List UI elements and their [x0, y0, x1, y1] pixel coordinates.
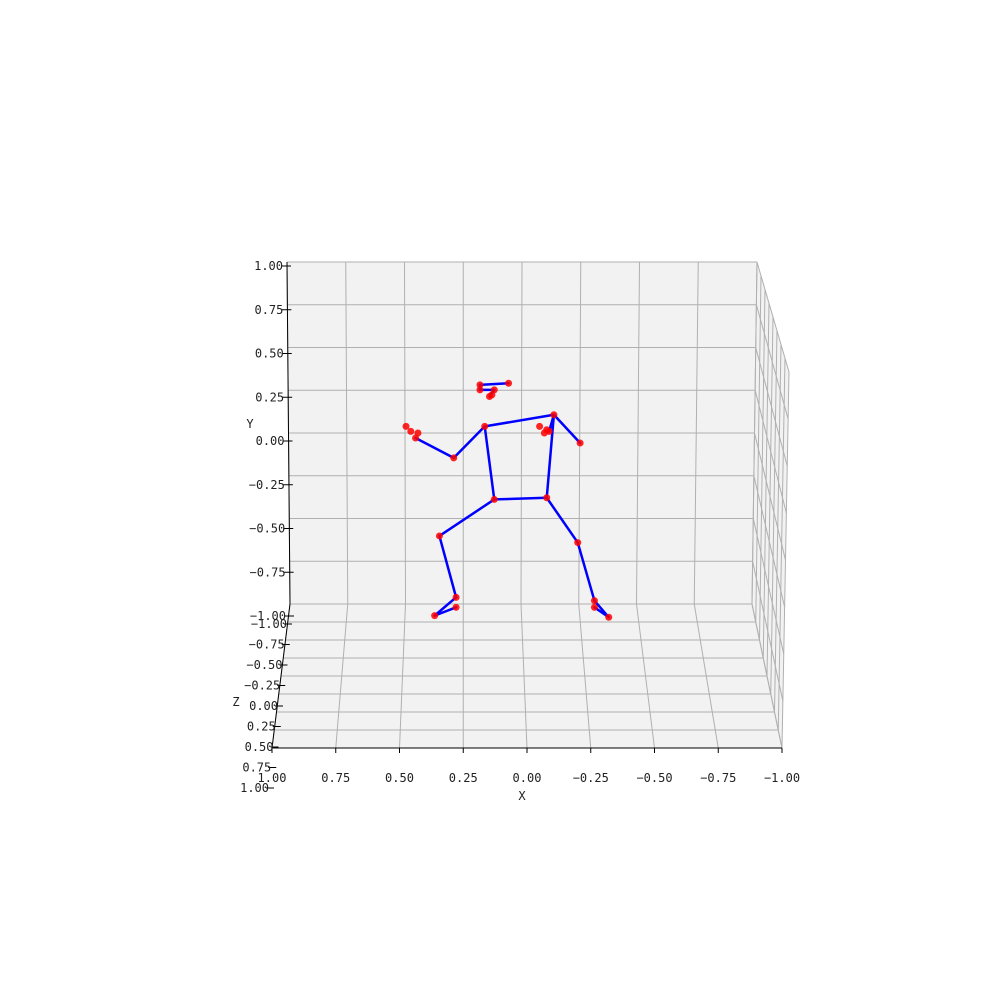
joint-right_hand_a	[536, 422, 544, 430]
joint-right_knee	[574, 539, 582, 547]
joint-right_shoulder	[550, 411, 558, 419]
y-tick-label: 1.00	[254, 259, 283, 273]
x-tick-label: 0.25	[449, 771, 478, 785]
joint-head_a	[476, 386, 484, 394]
skeleton-joints	[402, 379, 613, 621]
x-tick-label: 0.00	[513, 771, 542, 785]
y-tick-label: 0.75	[254, 303, 283, 317]
grid-line-side-horizontal	[754, 432, 786, 561]
joint-head_right	[505, 379, 513, 387]
grid-line-side-horizontal	[755, 347, 788, 467]
y-axis-line	[286, 261, 291, 605]
y-tick-label: −0.75	[250, 565, 286, 579]
joint-nose	[476, 381, 484, 389]
joint-left_foot	[431, 612, 439, 620]
bone-nose-head_right	[478, 381, 510, 387]
x-tick-label: −0.75	[700, 771, 736, 785]
bone-left_shoulder-left_elbow	[452, 425, 486, 460]
x-tick-label: 0.50	[385, 771, 414, 785]
joint-head_d	[488, 391, 496, 399]
grid-line-side-vertical	[770, 330, 778, 695]
joint-right_hand_c	[540, 429, 548, 437]
joint-left_shoulder	[481, 422, 489, 430]
z-tick-label: 0.50	[245, 740, 274, 754]
x-axis-label: X	[518, 789, 526, 803]
grid-line-side-horizontal	[754, 390, 787, 514]
bone-right_shoulder-right_elbow	[552, 413, 582, 445]
joint-right_elbow	[576, 439, 584, 447]
grid-line-floor-depth	[693, 603, 719, 749]
bone-left_shoulder-left_hip	[483, 425, 496, 501]
grid-line-floor-depth	[636, 603, 655, 749]
bone-left_shoulder-right_shoulder	[483, 413, 556, 428]
grid-line-side-horizontal	[755, 304, 789, 420]
bone-left_foot-left_heel	[433, 606, 458, 617]
y-tick-label: 0.00	[256, 434, 285, 448]
grid-line-back-vertical	[751, 261, 758, 605]
x-tick-label: 1.00	[258, 771, 287, 785]
y-tick-label: 0.50	[255, 347, 284, 361]
joint-left_knee	[435, 532, 443, 540]
y-tick-label: −0.25	[249, 478, 285, 492]
joint-left_ankle	[452, 593, 460, 601]
grid-line-back-vertical	[636, 261, 640, 605]
x-tick-label: 0.75	[321, 771, 350, 785]
bone-right_knee-right_ankle	[576, 541, 596, 602]
y-axis-label: Y	[246, 417, 254, 431]
z-tick-label: 0.25	[247, 720, 276, 734]
joint-left_hand_a	[402, 422, 410, 430]
y-tick-label: −1.00	[250, 609, 286, 623]
joint-left_hip	[490, 495, 498, 503]
bone-right_hip-right_knee	[545, 496, 579, 544]
z-tick-label: 1.00	[240, 781, 269, 795]
joint-left_hand_b	[407, 427, 415, 435]
z-axis-label: Z	[232, 695, 239, 709]
grid-line-side-horizontal	[756, 261, 790, 373]
z-tick-label: 0.00	[249, 699, 278, 713]
bone-left_hip-right_hip	[493, 496, 548, 501]
grid-line-back-vertical	[693, 261, 699, 605]
x-tick-label: −0.50	[636, 771, 672, 785]
z-tick-label: −0.75	[249, 638, 285, 652]
joint-left_heel	[452, 603, 460, 611]
grid-line-side-vertical	[774, 344, 782, 713]
z-tick-label: −1.00	[251, 617, 287, 631]
bone-right_shoulder-right_hip	[545, 413, 556, 500]
axis-panes	[272, 262, 789, 748]
y-tick-label: 0.25	[255, 390, 284, 404]
joint-right_heel	[590, 603, 598, 611]
joint-left_elbow	[450, 454, 458, 462]
z-tick-label: −0.50	[246, 658, 282, 672]
axis-lines	[266, 261, 783, 789]
bone-left_hip-left_knee	[438, 498, 496, 538]
grid-line-side-vertical	[781, 371, 790, 749]
bone-left_ankle-left_foot	[433, 596, 458, 617]
z-tick-label: −0.25	[244, 679, 280, 693]
z-axis-line	[271, 603, 291, 749]
joint-left_hand_c	[414, 429, 422, 437]
z-tick-label: 0.75	[242, 761, 271, 775]
x-tick-label: −0.25	[573, 771, 609, 785]
joint-right_ankle	[590, 597, 598, 605]
bone-left_elbow-left_wrist	[414, 436, 455, 460]
grid-line-floor-depth	[578, 603, 592, 749]
grid-line-side-vertical	[777, 358, 786, 731]
grid-line-floor-depth	[751, 603, 783, 749]
tick-labels: 1.00 0.75 0.50 0.25 0.00 −0.25 −0.50 −0.75 −1.00…	[240, 259, 800, 795]
joint-right_foot	[605, 613, 613, 621]
y-tick-label: −0.50	[249, 522, 285, 536]
bone-left_knee-left_ankle	[438, 534, 458, 599]
joint-right_hip	[543, 494, 551, 502]
x-tick-label: −1.00	[764, 771, 800, 785]
